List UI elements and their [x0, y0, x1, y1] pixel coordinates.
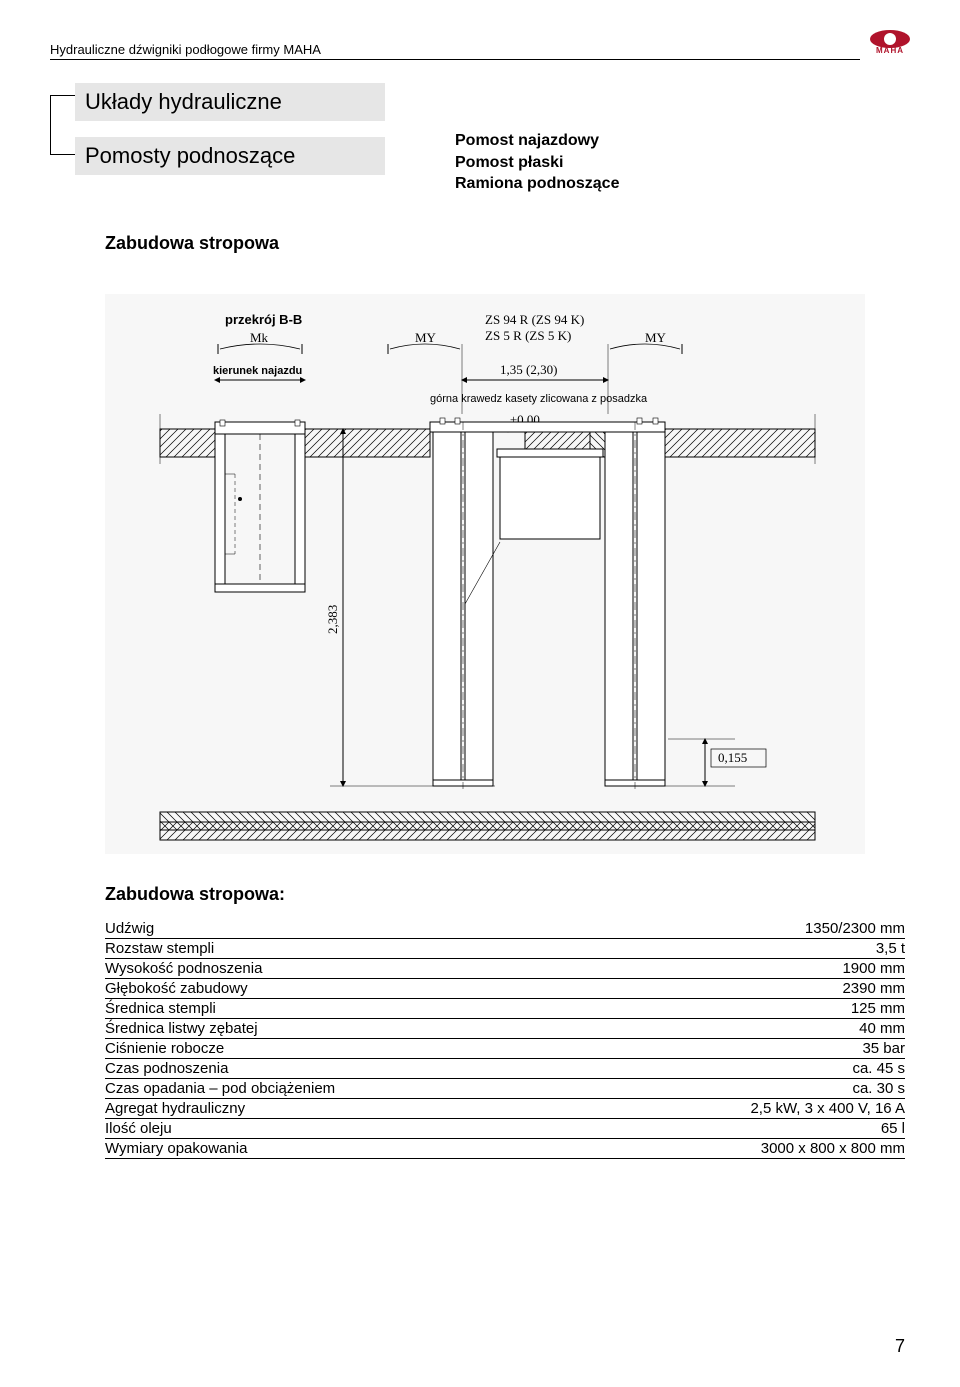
spec-label: Ciśnienie robocze — [105, 1039, 584, 1059]
section-titles: Układy hydrauliczne Pomosty podnoszące P… — [75, 75, 905, 183]
table-row: Średnica listwy zębatej40 mm — [105, 1019, 905, 1039]
spec-value: 2390 mm — [584, 979, 905, 999]
bracket-icon — [50, 95, 75, 155]
spec-value: ca. 45 s — [584, 1059, 905, 1079]
page-number: 7 — [895, 1336, 905, 1357]
spec-value: 1350/2300 mm — [584, 919, 905, 939]
table-row: Czas opadania – pod obciążeniemca. 30 s — [105, 1079, 905, 1099]
platform-types-list: Pomost najazdowy Pomost płaski Ramiona p… — [455, 130, 619, 195]
table-row: Rozstaw stempli3,5 t — [105, 939, 905, 959]
my-label-left: MY — [415, 330, 437, 345]
spec-label: Czas opadania – pod obciążeniem — [105, 1079, 584, 1099]
spec-value: 2,5 kW, 3 x 400 V, 16 A — [584, 1099, 905, 1119]
logo-text: MAHA — [870, 46, 910, 55]
title-text-1: Układy hydrauliczne — [75, 83, 385, 121]
spec-value: 65 l — [584, 1119, 905, 1139]
flush-note: górna krawedz kasety zlicowana z posadzk… — [430, 393, 648, 405]
spec-label: Wymiary opakowania — [105, 1139, 584, 1159]
title-text-2: Pomosty podnoszące — [75, 137, 385, 175]
header-text: Hydrauliczne dźwigniki podłogowe firmy M… — [50, 42, 860, 60]
spec-label: Udźwig — [105, 919, 584, 939]
spec-value: 3000 x 800 x 800 mm — [584, 1139, 905, 1159]
list-item: Ramiona podnoszące — [455, 173, 619, 195]
spec-value: 40 mm — [584, 1019, 905, 1039]
spec-label: Rozstaw stempli — [105, 939, 584, 959]
list-item: Pomost płaski — [455, 152, 619, 174]
spec-label: Czas podnoszenia — [105, 1059, 584, 1079]
table-row: Wysokość podnoszenia1900 mm — [105, 959, 905, 979]
diagram-heading: Zabudowa stropowa — [105, 233, 905, 254]
table-row: Wymiary opakowania3000 x 800 x 800 mm — [105, 1139, 905, 1159]
mk-label: Mk — [250, 330, 269, 345]
table-row: Ciśnienie robocze35 bar — [105, 1039, 905, 1059]
spec-heading: Zabudowa stropowa: — [105, 884, 905, 905]
table-row: Czas podnoszeniaca. 45 s — [105, 1059, 905, 1079]
section-label: przekrój B-B — [225, 312, 302, 327]
page-header: Hydrauliczne dźwigniki podłogowe firmy M… — [0, 0, 960, 65]
spec-label: Agregat hydrauliczny — [105, 1099, 584, 1119]
spec-value: 3,5 t — [584, 939, 905, 959]
spec-table: Udźwig1350/2300 mmRozstaw stempli3,5 tWy… — [105, 919, 905, 1159]
spec-value: ca. 30 s — [584, 1079, 905, 1099]
spec-label: Średnica stempli — [105, 999, 584, 1019]
table-row: Udźwig1350/2300 mm — [105, 919, 905, 939]
maha-logo: MAHA — [870, 30, 910, 60]
spec-label: Ilość oleju — [105, 1119, 584, 1139]
model-bot: ZS 5 R (ZS 5 K) — [485, 328, 571, 343]
gap-dim: 0,155 — [718, 750, 747, 765]
depth-dim: 2,383 — [325, 605, 340, 634]
page-content: Układy hydrauliczne Pomosty podnoszące P… — [0, 65, 960, 1159]
table-row: Ilość oleju65 l — [105, 1119, 905, 1139]
model-top: ZS 94 R (ZS 94 K) — [485, 312, 584, 327]
width-dim: 1,35 (2,30) — [500, 362, 557, 377]
title-hydraulic-systems: Układy hydrauliczne — [75, 83, 385, 121]
spec-value: 125 mm — [584, 999, 905, 1019]
spec-label: Głębokość zabudowy — [105, 979, 584, 999]
my-label-right: MY — [645, 330, 667, 345]
spec-label: Średnica listwy zębatej — [105, 1019, 584, 1039]
table-row: Głębokość zabudowy2390 mm — [105, 979, 905, 999]
title-lifting-platforms: Pomosty podnoszące — [75, 137, 385, 175]
table-row: Średnica stempli125 mm — [105, 999, 905, 1019]
table-row: Agregat hydrauliczny2,5 kW, 3 x 400 V, 1… — [105, 1099, 905, 1119]
spec-value: 35 bar — [584, 1039, 905, 1059]
direction-label: kierunek najazdu — [213, 365, 302, 377]
spec-value: 1900 mm — [584, 959, 905, 979]
spec-label: Wysokość podnoszenia — [105, 959, 584, 979]
list-item: Pomost najazdowy — [455, 130, 619, 152]
technical-diagram: przekrój B-B Mk MY ZS 94 R (ZS 94 K) ZS … — [105, 294, 865, 854]
